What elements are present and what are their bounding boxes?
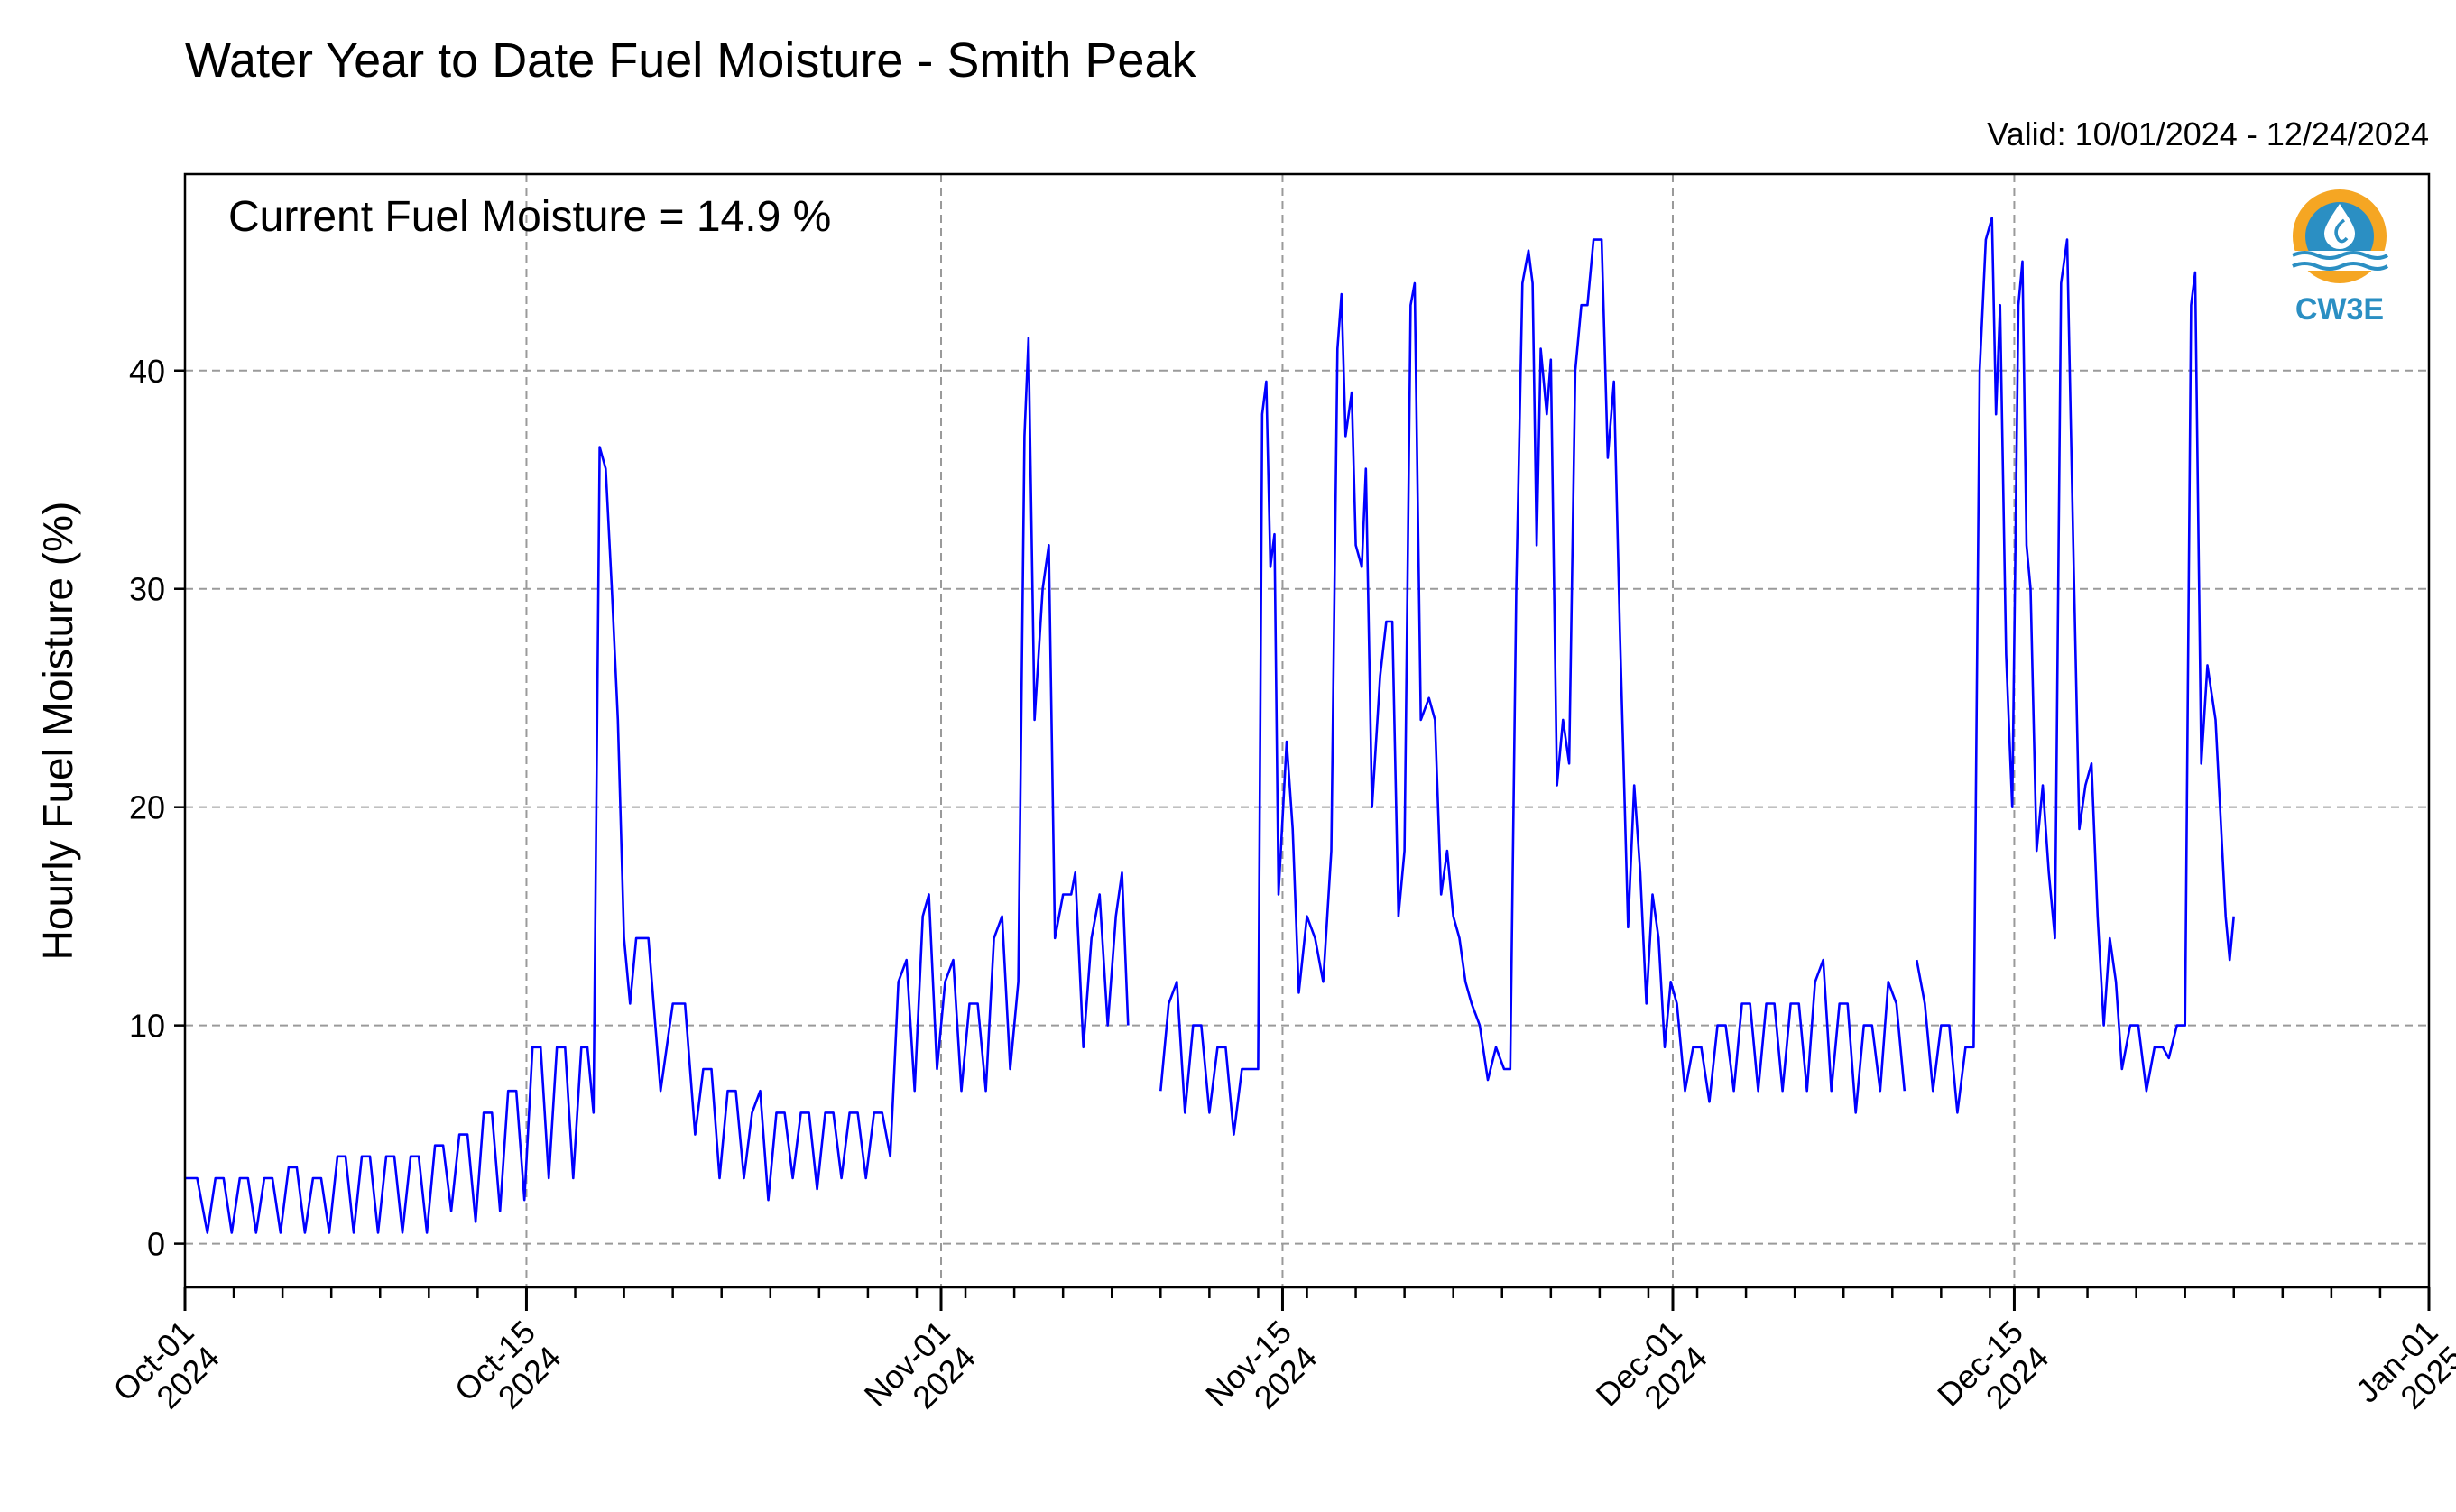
series-line [1159, 238, 1907, 1136]
series-line [185, 337, 1130, 1234]
logo-text: CW3E [2295, 292, 2384, 327]
valid-date-range: Valid: 10/01/2024 - 12/24/2024 [1987, 115, 2429, 152]
y-tick-label: 10 [129, 1008, 165, 1045]
y-axis-label: Hourly Fuel Moisture (%) [34, 502, 81, 961]
plot-frame [183, 172, 2431, 1289]
y-axis: 0 10 20 30 40 [129, 353, 185, 1263]
series-layer [185, 217, 2235, 1234]
grid-lines [185, 174, 2429, 1287]
y-tick-label: 0 [147, 1226, 165, 1263]
chart-title: Water Year to Date Fuel Moisture - Smith… [185, 33, 1196, 88]
y-tick-label: 40 [129, 353, 165, 390]
logo-wave-2 [2292, 262, 2389, 271]
cw3e-logo: CW3E [2291, 189, 2389, 327]
y-tick-label: 30 [129, 571, 165, 608]
y-tick-label: 20 [129, 789, 165, 826]
current-moisture-annotation: Current Fuel Moisture = 14.9 % [228, 193, 831, 241]
logo-wave-1 [2292, 251, 2389, 260]
logo-swirl [2334, 218, 2349, 244]
series-line [1916, 217, 2235, 1114]
